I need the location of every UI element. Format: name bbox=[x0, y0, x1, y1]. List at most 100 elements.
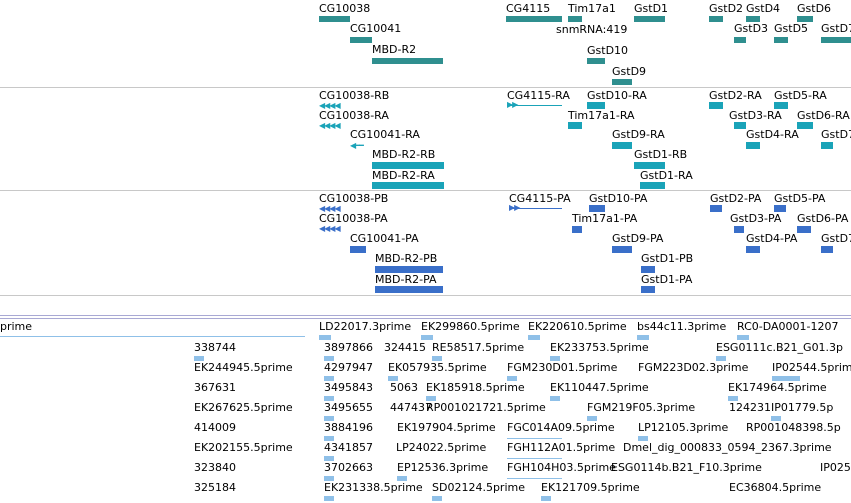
gene-feature[interactable] bbox=[774, 37, 788, 43]
est-label[interactable]: LD22017.3prime bbox=[319, 320, 412, 333]
est-label[interactable]: ESG0114b.B21_F10.3prime bbox=[611, 461, 762, 474]
protein-label[interactable]: GstD7 bbox=[821, 232, 851, 245]
transcript-feature[interactable] bbox=[709, 102, 723, 109]
est-feature[interactable] bbox=[194, 356, 204, 361]
est-label[interactable]: Dmel_dig_000833_0594_2367.3prime bbox=[623, 441, 832, 454]
gene-label[interactable]: GstD7 bbox=[821, 22, 851, 35]
protein-feature[interactable] bbox=[641, 266, 655, 273]
est-label[interactable]: 4297947 bbox=[324, 361, 373, 374]
est-label[interactable]: FGM230D01.5prime bbox=[507, 361, 618, 374]
transcript-label[interactable]: Tim17a1-RA bbox=[568, 109, 635, 122]
est-label[interactable]: RP001021721.5prime bbox=[426, 401, 546, 414]
est-label[interactable]: EP12536.3prime bbox=[397, 461, 489, 474]
gene-feature[interactable] bbox=[372, 58, 443, 64]
est-label[interactable]: EK185918.5prime bbox=[426, 381, 525, 394]
protein-label[interactable]: GstD6-PA bbox=[797, 212, 849, 225]
est-label[interactable]: RC0-DA0001-1207 bbox=[737, 320, 839, 333]
est-feature[interactable] bbox=[541, 496, 551, 501]
est-label[interactable]: FGH104H03.5prime bbox=[507, 461, 616, 474]
est-feature[interactable] bbox=[737, 335, 749, 340]
est-feature[interactable] bbox=[319, 335, 331, 340]
est-feature[interactable] bbox=[0, 336, 305, 337]
gene-feature[interactable] bbox=[734, 37, 746, 43]
gene-label[interactable]: GstD1 bbox=[634, 2, 669, 15]
est-label[interactable]: EK197904.5prime bbox=[397, 421, 496, 434]
gene-feature[interactable] bbox=[709, 16, 723, 22]
est-label[interactable]: EK202155.5prime bbox=[194, 441, 293, 454]
transcript-label[interactable]: CG10038-RA bbox=[319, 109, 389, 122]
protein-label[interactable]: GstD5-PA bbox=[774, 192, 826, 205]
gene-label[interactable]: snmRNA:419 bbox=[556, 23, 628, 36]
transcript-label[interactable]: CG10041-RA bbox=[350, 128, 420, 141]
est-label[interactable]: EK174964.5prime bbox=[728, 381, 827, 394]
est-feature[interactable] bbox=[426, 396, 436, 401]
protein-feature[interactable]: ◀◀◀◀ bbox=[319, 224, 341, 233]
transcript-feature[interactable] bbox=[612, 142, 632, 149]
est-label[interactable]: 324415 bbox=[384, 341, 426, 354]
est-label[interactable]: 338744 bbox=[194, 341, 236, 354]
protein-label[interactable]: CG10041-PA bbox=[350, 232, 419, 245]
est-label[interactable]: 5063 bbox=[390, 381, 418, 394]
est-feature[interactable] bbox=[324, 456, 334, 461]
est-feature[interactable] bbox=[324, 396, 334, 401]
protein-feature[interactable] bbox=[710, 205, 722, 212]
est-label[interactable]: EK231338.5prime bbox=[324, 481, 423, 494]
est-label[interactable]: EC36804.5prime bbox=[729, 481, 822, 494]
est-feature[interactable] bbox=[324, 356, 334, 361]
est-label[interactable]: RP001048398.5p bbox=[746, 421, 841, 434]
est-feature[interactable] bbox=[528, 335, 540, 340]
transcript-feature[interactable] bbox=[372, 162, 444, 169]
est-feature[interactable] bbox=[771, 416, 781, 421]
gene-feature[interactable] bbox=[746, 16, 760, 22]
est-label[interactable]: FGH112A01.5prime bbox=[507, 441, 616, 454]
gene-feature[interactable] bbox=[568, 16, 582, 22]
protein-feature[interactable] bbox=[774, 205, 786, 212]
transcript-feature[interactable] bbox=[507, 105, 562, 106]
est-label[interactable]: bs44c11.3prime bbox=[637, 320, 727, 333]
protein-label[interactable]: MBD-R2-PB bbox=[375, 252, 438, 265]
transcript-label[interactable]: CG4115-RA bbox=[507, 89, 570, 102]
transcript-feature[interactable] bbox=[587, 102, 605, 109]
transcript-label[interactable]: GstD6-RA bbox=[797, 109, 850, 122]
est-label[interactable]: FGM223D02.3prime bbox=[638, 361, 749, 374]
est-label[interactable]: 3702663 bbox=[324, 461, 373, 474]
est-feature[interactable] bbox=[324, 436, 334, 441]
est-feature[interactable] bbox=[324, 496, 334, 501]
protein-label[interactable]: GstD4-PA bbox=[746, 232, 798, 245]
est-label[interactable]: 124231 bbox=[729, 401, 771, 414]
transcript-feature[interactable] bbox=[821, 142, 833, 149]
protein-feature[interactable]: ◀◀◀◀ bbox=[319, 204, 341, 213]
est-feature[interactable] bbox=[638, 436, 648, 441]
gene-label[interactable]: MBD-R2 bbox=[372, 43, 417, 56]
protein-label[interactable]: GstD3-PA bbox=[730, 212, 782, 225]
gene-label[interactable]: CG4115 bbox=[506, 2, 551, 15]
est-feature[interactable] bbox=[587, 416, 597, 421]
protein-feature[interactable] bbox=[350, 246, 366, 253]
est-label[interactable]: FGM219F05.3prime bbox=[587, 401, 696, 414]
est-label[interactable]: 3897866 bbox=[324, 341, 373, 354]
est-feature[interactable] bbox=[507, 458, 562, 459]
est-label[interactable]: EK267625.5prime bbox=[194, 401, 293, 414]
est-feature[interactable] bbox=[324, 476, 334, 481]
protein-feature[interactable] bbox=[509, 208, 562, 209]
est-feature[interactable] bbox=[507, 478, 562, 479]
transcript-feature[interactable] bbox=[774, 102, 788, 109]
est-label[interactable]: SD02124.5prime bbox=[432, 481, 525, 494]
gene-feature[interactable] bbox=[797, 16, 813, 22]
est-label[interactable]: 447437 bbox=[390, 401, 432, 414]
est-feature[interactable] bbox=[432, 496, 442, 501]
est-label[interactable]: EK299860.5prime bbox=[421, 320, 520, 333]
transcript-label[interactable]: GstD5-RA bbox=[774, 89, 827, 102]
transcript-feature[interactable] bbox=[568, 122, 582, 129]
transcript-label[interactable]: GstD4-RA bbox=[746, 128, 799, 141]
gene-feature[interactable] bbox=[634, 16, 665, 22]
transcript-feature[interactable] bbox=[734, 122, 746, 129]
transcript-feature[interactable] bbox=[797, 122, 813, 129]
est-feature[interactable] bbox=[550, 396, 560, 401]
transcript-label[interactable]: GstD7 bbox=[821, 128, 851, 141]
gene-label[interactable]: GstD3 bbox=[734, 22, 769, 35]
transcript-label[interactable]: GstD9-RA bbox=[612, 128, 665, 141]
est-feature[interactable] bbox=[507, 438, 562, 439]
est-feature[interactable] bbox=[324, 376, 334, 381]
gene-label[interactable]: GstD5 bbox=[774, 22, 809, 35]
